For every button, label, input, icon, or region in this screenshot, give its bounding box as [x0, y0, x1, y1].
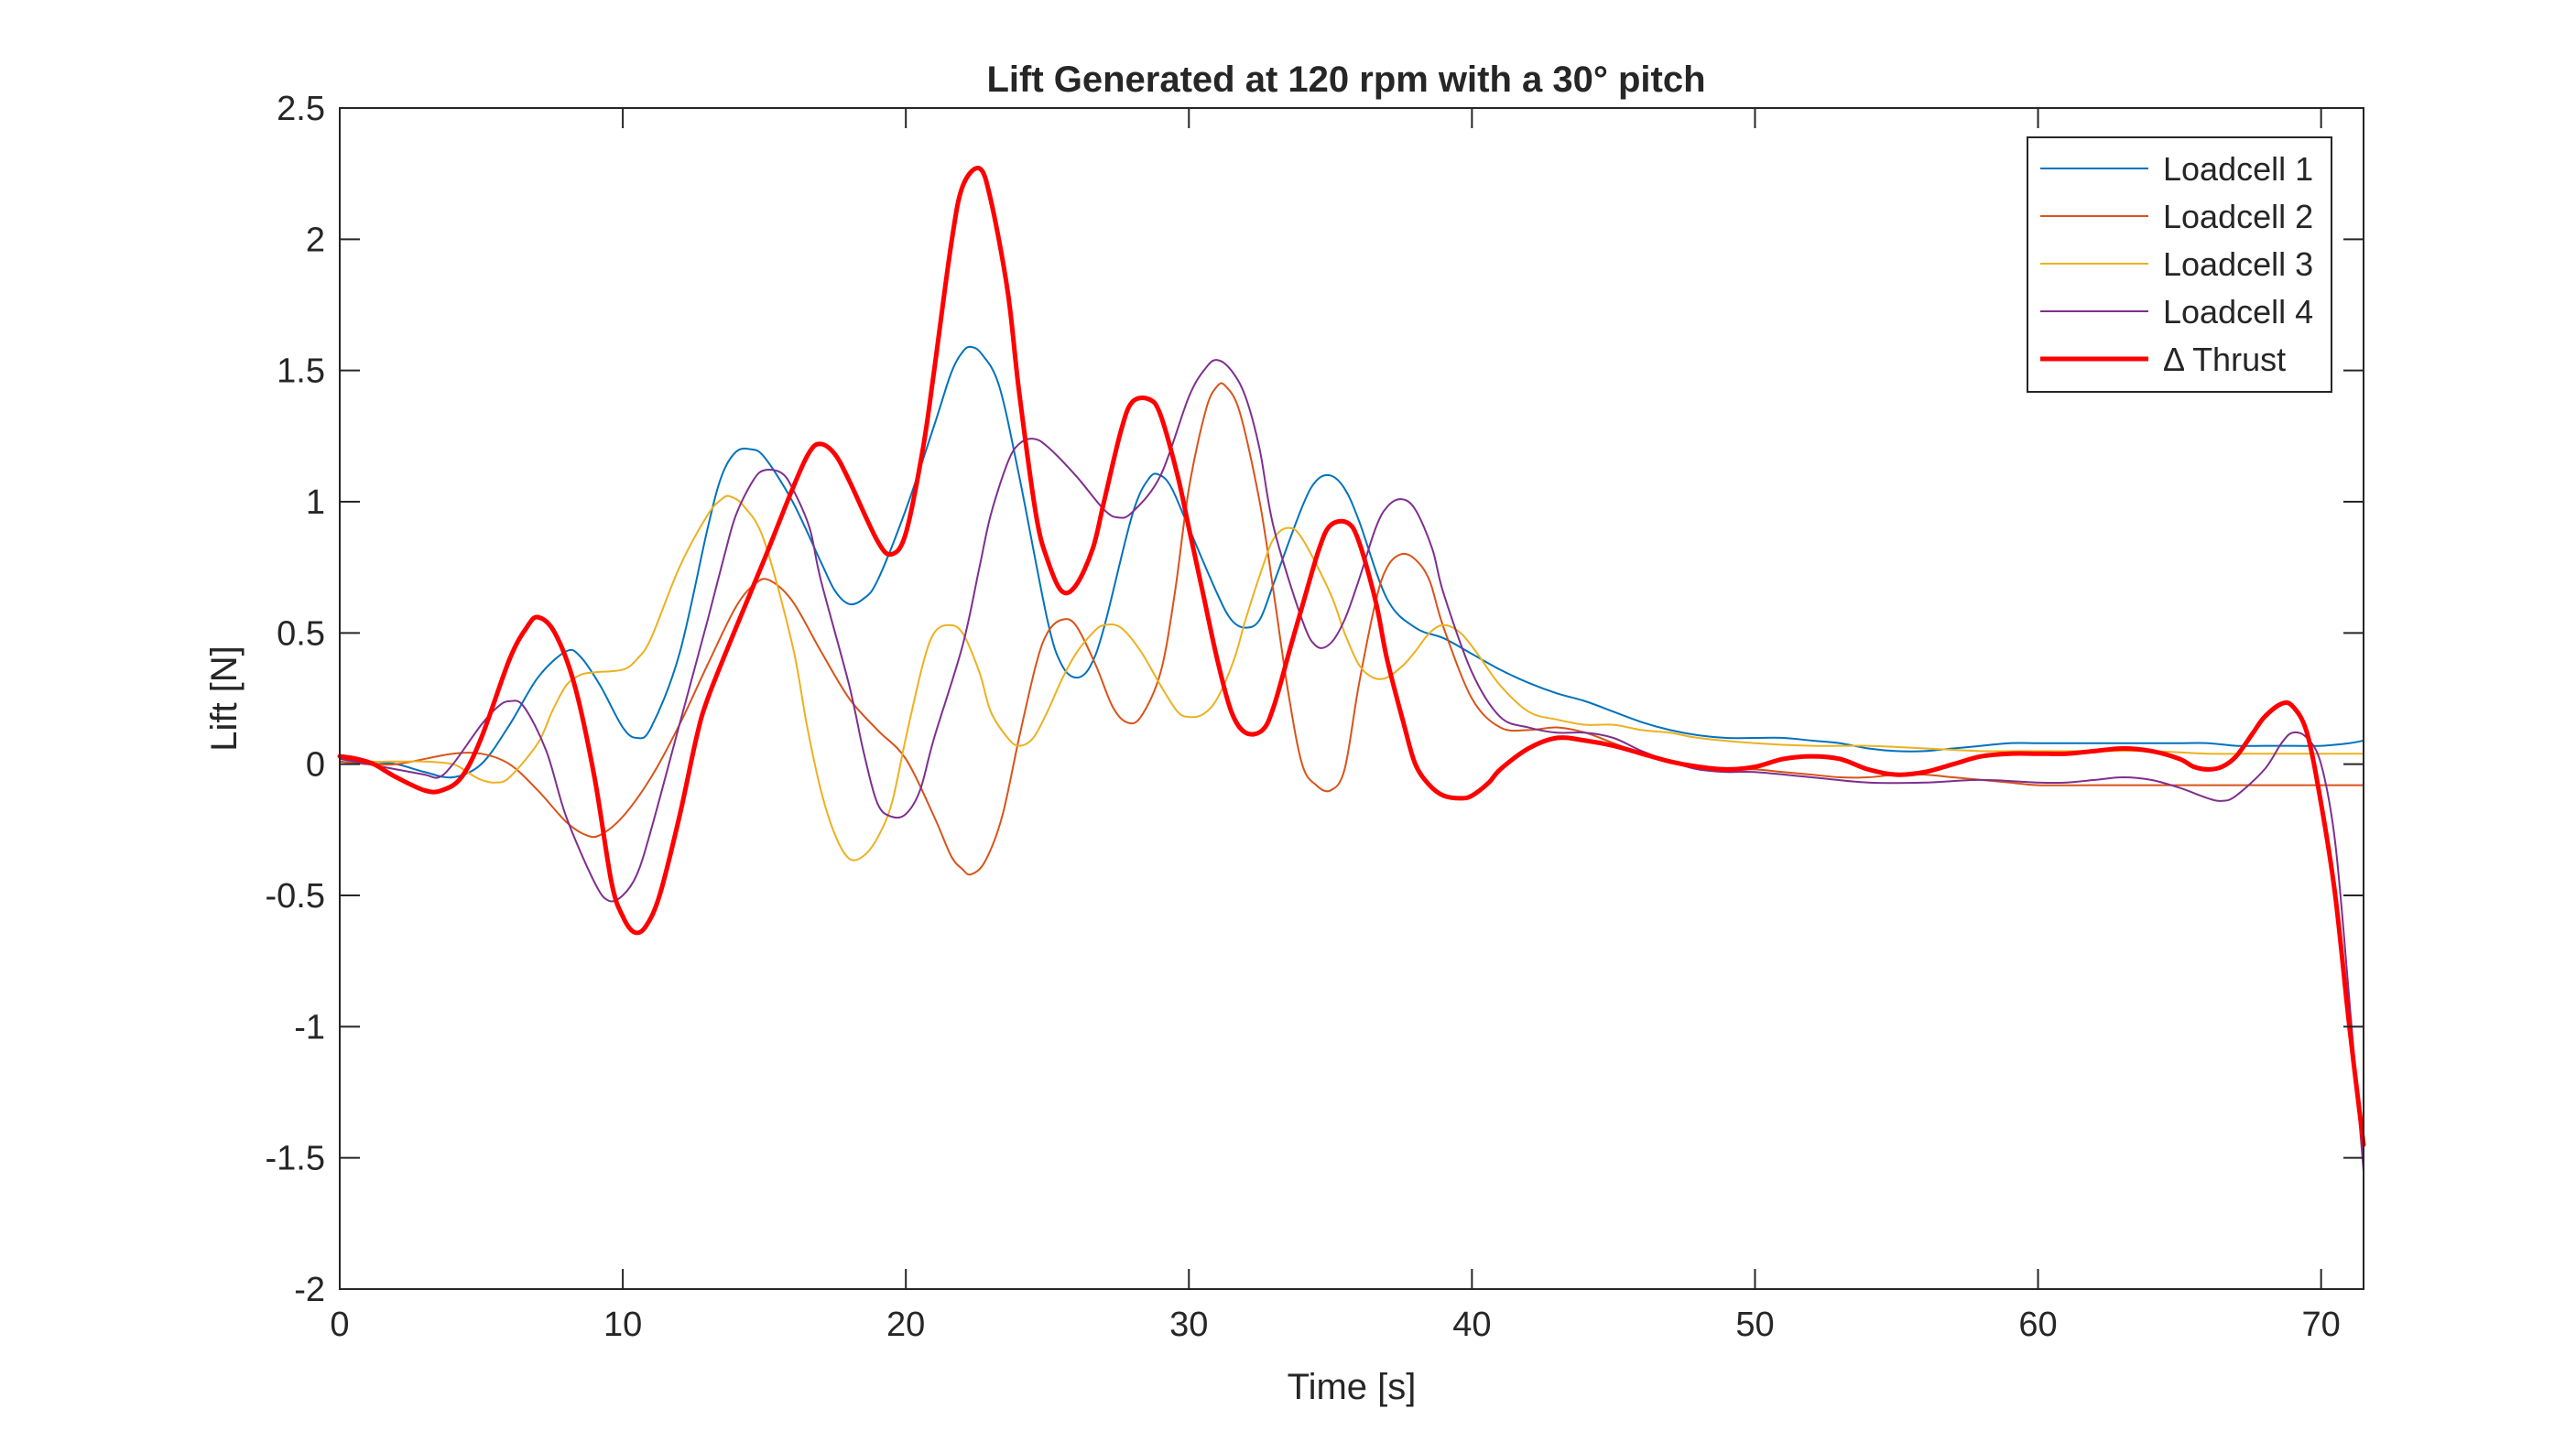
x-tick-label: 30	[1169, 1306, 1208, 1344]
y-tick-label: 1.5	[277, 352, 325, 391]
series-line-3	[339, 494, 2364, 862]
y-tick-label: -1	[294, 1008, 325, 1046]
plot-area	[340, 108, 2364, 1289]
series-layer	[337, 166, 2366, 1172]
x-tick-label: 10	[603, 1306, 642, 1344]
legend: Loadcell 1 Loadcell 2 Loadcell 3 Loadcell 4…	[2027, 136, 2332, 393]
y-tick-label: -0.5	[266, 877, 325, 916]
series-line-2	[339, 382, 2364, 876]
x-tick-label: 70	[2301, 1306, 2340, 1344]
plot-frame	[339, 107, 2364, 1290]
legend-label: Loadcell 3	[2163, 245, 2313, 283]
x-tick-label: 40	[1452, 1306, 1491, 1344]
y-tick-label: 1	[306, 483, 325, 522]
y-tick-label: 2.5	[277, 90, 325, 128]
legend-label: Δ Thrust	[2163, 341, 2286, 378]
chart-title: Lift Generated at 120 rpm with a 30° pit…	[986, 60, 1705, 100]
y-tick-label: -1.5	[266, 1140, 325, 1178]
y-tick-label: 2	[306, 221, 325, 259]
series-line-5	[337, 166, 2366, 1147]
y-tick-label: 0.5	[277, 614, 325, 653]
legend-label: Loadcell 2	[2163, 198, 2313, 235]
y-tick-label: -2	[294, 1271, 325, 1309]
x-tick-label: 50	[1735, 1306, 1774, 1344]
ticks-layer: 0 10 20 30 40 50 60 70 -2 -1.5 -1 -0.5 0 0.5 1 1.5 2 2.5	[266, 90, 2364, 1344]
x-tick-label: 0	[330, 1306, 349, 1344]
x-tick-label: 60	[2018, 1306, 2057, 1344]
series-line-4	[339, 359, 2364, 1172]
x-axis-label: Time [s]	[1288, 1367, 1417, 1407]
y-axis-label: Lift [N]	[204, 645, 245, 752]
legend-label: Loadcell 4	[2163, 293, 2313, 331]
legend-label: Loadcell 1	[2163, 150, 2313, 188]
x-tick-label: 20	[886, 1306, 925, 1344]
y-tick-label: 0	[306, 746, 325, 785]
